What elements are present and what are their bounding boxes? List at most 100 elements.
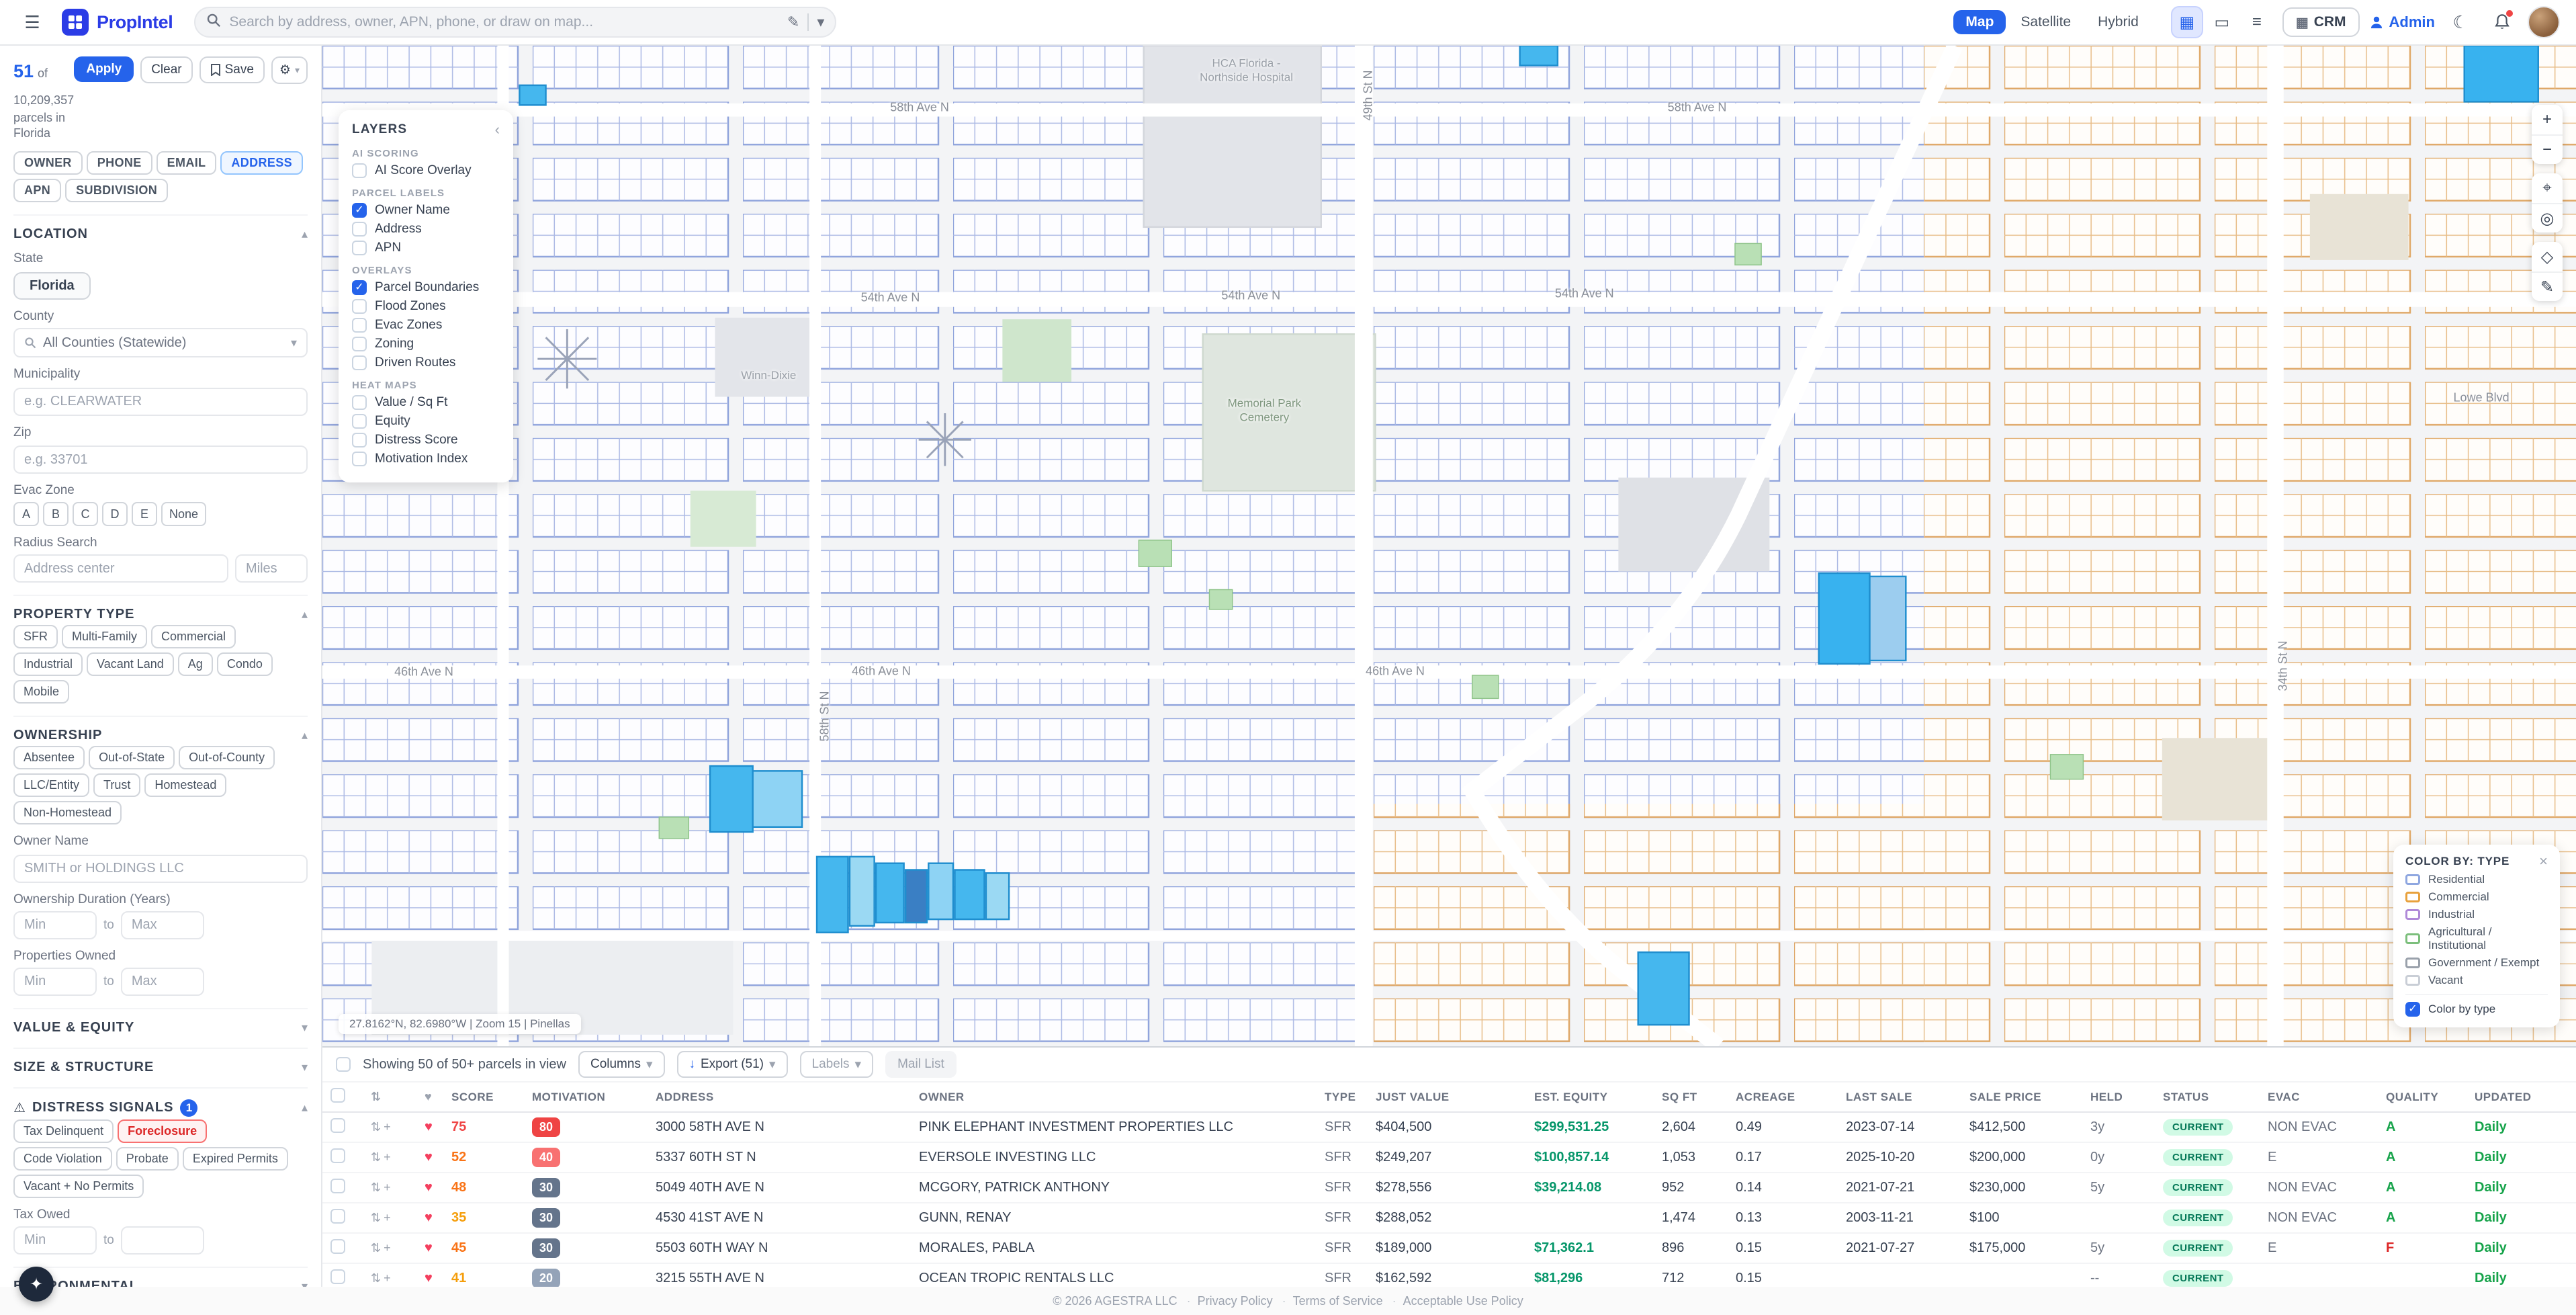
- layer-toggle[interactable]: ✓ Zoning: [352, 337, 500, 351]
- property-type-chip[interactable]: Multi-Family: [62, 625, 147, 648]
- layer-toggle[interactable]: ✓ AI Score Overlay: [352, 163, 500, 178]
- layer-toggle[interactable]: ✓ APN: [352, 241, 500, 255]
- map-mode-button[interactable]: Hybrid: [2098, 14, 2139, 30]
- notifications-button[interactable]: [2486, 6, 2518, 38]
- row-checkbox[interactable]: ✓: [330, 1269, 345, 1284]
- checkbox[interactable]: ✓: [2405, 1002, 2420, 1017]
- search-type-tab[interactable]: OWNER: [13, 151, 83, 175]
- favorite-heart-icon[interactable]: ♥: [425, 1180, 433, 1195]
- checkbox[interactable]: ✓: [352, 163, 367, 178]
- footer-link[interactable]: Acceptable Use Policy: [1386, 1294, 1523, 1308]
- column-header[interactable]: UPDATED: [2467, 1083, 2576, 1113]
- search-type-tab[interactable]: APN: [13, 179, 62, 202]
- property-type-chip[interactable]: Mobile: [13, 680, 70, 704]
- address-cell[interactable]: 5503 60TH WAY N: [648, 1233, 911, 1264]
- search-type-tab[interactable]: PHONE: [86, 151, 152, 175]
- sort-handle-icon[interactable]: ⇅: [371, 1241, 384, 1255]
- footer-link[interactable]: Privacy Policy: [1180, 1294, 1273, 1308]
- sort-handle-icon[interactable]: ⇅: [371, 1181, 384, 1194]
- owner-name-input[interactable]: [13, 854, 308, 883]
- table-row[interactable]: ✓ ⇅+ ♥ 48 30 5049 40TH AVE N MCGORY, PAT…: [322, 1173, 2576, 1203]
- duration-max-input[interactable]: [120, 910, 204, 939]
- properties-min-input[interactable]: [13, 967, 97, 996]
- checkbox[interactable]: ✓: [352, 299, 367, 314]
- zip-input[interactable]: [13, 446, 308, 474]
- evac-zone-button[interactable]: D: [102, 502, 128, 526]
- section-environmental-header[interactable]: ENVIRONMENTAL ▾: [13, 1279, 308, 1287]
- property-type-chip[interactable]: Vacant Land: [87, 652, 174, 676]
- checkbox[interactable]: ✓: [352, 355, 367, 370]
- address-cell[interactable]: 5337 60TH ST N: [648, 1142, 911, 1173]
- ownership-chip[interactable]: Trust: [93, 773, 141, 797]
- collapse-panel-icon[interactable]: ‹: [494, 121, 500, 138]
- row-checkbox[interactable]: ✓: [330, 1178, 345, 1193]
- distress-chip[interactable]: Foreclosure: [118, 1119, 208, 1143]
- evac-zone-button[interactable]: E: [132, 502, 157, 526]
- save-button[interactable]: Save: [199, 56, 265, 83]
- favorite-heart-icon[interactable]: ♥: [425, 1119, 433, 1134]
- search-type-tab[interactable]: SUBDIVISION: [65, 179, 169, 202]
- ownership-chip[interactable]: Out-of-County: [179, 746, 275, 769]
- zoom-in-button[interactable]: +: [2532, 105, 2563, 134]
- column-header[interactable]: STATUS: [2155, 1083, 2260, 1113]
- table-row[interactable]: ✓ ⇅+ ♥ 75 80 3000 58TH AVE N PINK ELEPHA…: [322, 1112, 2576, 1143]
- select-all-checkbox[interactable]: ✓: [330, 1088, 345, 1103]
- checkbox[interactable]: ✓: [352, 433, 367, 448]
- search-options-chevron-icon[interactable]: ▾: [817, 13, 825, 30]
- favorite-heart-icon[interactable]: ♥: [425, 1240, 433, 1255]
- add-icon[interactable]: +: [384, 1241, 394, 1255]
- column-header[interactable]: ADDRESS: [648, 1083, 911, 1113]
- ownership-chip[interactable]: Non-Homestead: [13, 801, 122, 824]
- column-header[interactable]: SALE PRICE: [1961, 1083, 2082, 1113]
- property-type-chip[interactable]: Commercial: [151, 625, 236, 648]
- checkbox[interactable]: ✓: [352, 241, 367, 255]
- layer-toggle[interactable]: ✓ Distress Score: [352, 433, 500, 448]
- draw-on-map-icon[interactable]: ✎: [787, 13, 800, 30]
- zoom-out-button[interactable]: −: [2532, 134, 2563, 164]
- checkbox[interactable]: ✓: [352, 395, 367, 410]
- layout-list-button[interactable]: ≡: [2241, 6, 2273, 38]
- ownership-chip[interactable]: Out-of-State: [89, 746, 175, 769]
- favorite-heart-icon[interactable]: ♥: [425, 1271, 433, 1285]
- column-header[interactable]: HELD: [2082, 1083, 2155, 1113]
- ai-assistant-button[interactable]: ✦: [19, 1267, 54, 1302]
- add-icon[interactable]: +: [384, 1211, 394, 1224]
- mail-list-button[interactable]: Mail List: [885, 1051, 957, 1078]
- user-avatar[interactable]: [2528, 6, 2560, 38]
- distress-chip[interactable]: Code Violation: [13, 1146, 112, 1171]
- row-checkbox[interactable]: ✓: [330, 1208, 345, 1224]
- checkbox[interactable]: ✓: [352, 337, 367, 351]
- radius-miles-input[interactable]: [235, 554, 308, 583]
- locate-button[interactable]: ◎: [2532, 203, 2563, 232]
- tax-owed-max-input[interactable]: [120, 1226, 204, 1255]
- layer-toggle[interactable]: ✓ Owner Name: [352, 203, 500, 218]
- saved-searches-button[interactable]: ⚙ ▾: [271, 56, 308, 84]
- table-row[interactable]: ✓ ⇅+ ♥ 35 30 4530 41ST AVE N GUNN, RENAY…: [322, 1203, 2576, 1234]
- layer-toggle[interactable]: ✓ Driven Routes: [352, 355, 500, 370]
- favorite-heart-icon[interactable]: ♥: [425, 1150, 433, 1164]
- sort-handle-icon[interactable]: ⇅: [371, 1271, 384, 1285]
- search-input[interactable]: [229, 14, 779, 30]
- clear-button[interactable]: Clear: [140, 56, 193, 83]
- column-header[interactable]: SCORE: [443, 1083, 524, 1113]
- property-type-chip[interactable]: Condo: [216, 652, 273, 676]
- hamburger-menu-button[interactable]: ☰: [16, 6, 48, 38]
- layer-toggle[interactable]: ✓ Address: [352, 222, 500, 237]
- add-icon[interactable]: +: [384, 1271, 394, 1285]
- close-icon[interactable]: ×: [2539, 853, 2548, 869]
- column-header[interactable]: EST. EQUITY: [1526, 1083, 1654, 1113]
- map-mode-button[interactable]: Satellite: [2020, 14, 2072, 30]
- labels-button[interactable]: Labels ▾: [799, 1051, 874, 1078]
- sort-handle-icon[interactable]: ⇅: [371, 1211, 384, 1224]
- evac-zone-button[interactable]: C: [73, 502, 98, 526]
- columns-button[interactable]: Columns ▾: [578, 1051, 665, 1078]
- column-header[interactable]: OWNER: [911, 1083, 1317, 1113]
- layer-toggle[interactable]: ✓ Value / Sq Ft: [352, 395, 500, 410]
- ownership-chip[interactable]: LLC/Entity: [13, 773, 90, 797]
- distress-chip[interactable]: Expired Permits: [182, 1146, 288, 1171]
- theme-toggle-button[interactable]: ☾: [2444, 6, 2477, 38]
- section-location-header[interactable]: LOCATION ▴: [13, 226, 308, 242]
- section-property-type-header[interactable]: PROPERTY TYPE ▴: [13, 607, 308, 622]
- address-cell[interactable]: 5049 40TH AVE N: [648, 1173, 911, 1203]
- tax-owed-min-input[interactable]: [13, 1226, 97, 1255]
